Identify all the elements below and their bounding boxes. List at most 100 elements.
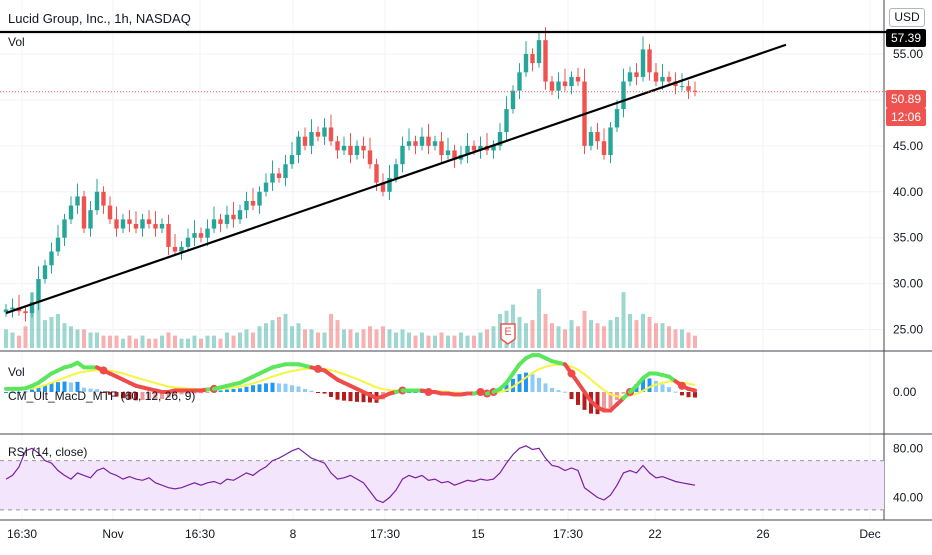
volume-bar bbox=[563, 329, 567, 348]
y-tick-label: 40.00 bbox=[893, 185, 923, 199]
volume-bar bbox=[270, 320, 275, 348]
macd-vol-label: Vol bbox=[8, 365, 25, 379]
macd-histogram-bar bbox=[342, 392, 346, 401]
macd-histogram-bar bbox=[257, 384, 262, 392]
earnings-marker[interactable]: E bbox=[500, 323, 516, 345]
macd-histogram-bar bbox=[23, 391, 28, 393]
macd-histogram-bar bbox=[166, 392, 171, 398]
candle-body bbox=[640, 49, 646, 77]
macd-histogram-bar bbox=[30, 389, 34, 392]
x-tick-label: 17:30 bbox=[370, 527, 400, 541]
candle-body bbox=[354, 145, 360, 156]
candle-body bbox=[666, 76, 672, 82]
volume-bar bbox=[140, 335, 145, 348]
macd-histogram-bar bbox=[244, 386, 249, 392]
macd-histogram-bar bbox=[608, 392, 613, 408]
rsi-tick-label: 40.00 bbox=[893, 491, 923, 505]
volume-bar bbox=[673, 329, 678, 348]
volume-bar bbox=[290, 326, 294, 348]
volume-bar bbox=[667, 326, 671, 348]
volume-bar bbox=[30, 292, 34, 348]
macd-histogram-bar bbox=[238, 388, 242, 392]
macd-histogram-bar bbox=[569, 392, 574, 400]
volume-bar bbox=[387, 329, 392, 348]
candle-body bbox=[114, 219, 119, 229]
candle-body bbox=[257, 191, 262, 206]
macd-histogram-bar bbox=[660, 384, 665, 392]
y-tick-label: 45.00 bbox=[893, 139, 923, 153]
candle-body bbox=[419, 136, 425, 146]
volume-label: Vol bbox=[8, 35, 25, 49]
candle-body bbox=[556, 81, 561, 91]
candle-body bbox=[608, 127, 613, 156]
candle-body bbox=[380, 182, 386, 192]
volume-bar bbox=[407, 332, 411, 348]
candle-body bbox=[250, 200, 256, 206]
candle-body bbox=[660, 76, 665, 82]
volume-bar bbox=[530, 320, 535, 348]
candle-body bbox=[549, 81, 555, 91]
candle-body bbox=[263, 182, 269, 192]
candle-body bbox=[75, 196, 80, 206]
candle-body bbox=[686, 86, 691, 91]
volume-bar bbox=[680, 329, 684, 348]
volume-bar bbox=[361, 329, 366, 348]
candle-body bbox=[120, 219, 126, 229]
candle-body bbox=[49, 251, 54, 266]
volume-bar bbox=[4, 329, 8, 348]
volume-bar bbox=[524, 323, 528, 348]
candle-body bbox=[393, 164, 399, 178]
macd-histogram-bar bbox=[270, 382, 275, 392]
volume-bar bbox=[595, 323, 600, 348]
rsi-tick-label: 80.00 bbox=[893, 441, 923, 455]
volume-bar bbox=[166, 332, 171, 348]
candle-body bbox=[387, 178, 392, 192]
chart-title: Lucid Group, Inc., 1h, NASDAQ bbox=[8, 11, 191, 26]
macd-histogram-bar bbox=[296, 386, 301, 392]
macd-histogram-bar bbox=[290, 385, 294, 392]
support-trendline bbox=[5, 43, 787, 315]
macd-histogram-bar bbox=[264, 383, 268, 392]
candle-body bbox=[166, 223, 171, 247]
candle-body bbox=[367, 150, 373, 165]
volume-bar bbox=[348, 329, 353, 348]
pane-separators bbox=[0, 0, 932, 521]
volume-bar bbox=[433, 335, 437, 348]
candle-body bbox=[244, 200, 249, 211]
volume-bar bbox=[231, 335, 236, 348]
macd-histogram-bar bbox=[511, 378, 515, 392]
candle-body bbox=[302, 136, 308, 146]
macd-histogram-bar bbox=[75, 381, 80, 392]
macd-histogram-bar bbox=[309, 390, 314, 392]
macd-histogram-bar bbox=[537, 377, 541, 392]
macd-histogram-bar bbox=[49, 382, 54, 392]
macd-histogram-bar bbox=[88, 388, 93, 392]
macd-zero-tick: 0.00 bbox=[893, 385, 917, 399]
macd-histogram-bar bbox=[17, 392, 21, 393]
candle-body bbox=[374, 164, 379, 183]
candle-body bbox=[543, 40, 548, 82]
candle-body bbox=[478, 145, 483, 151]
volume-bar bbox=[576, 326, 580, 348]
candle-body bbox=[185, 237, 191, 247]
volume-bar bbox=[173, 335, 177, 348]
macd-histogram-bar bbox=[121, 392, 125, 399]
candle-body bbox=[692, 90, 698, 92]
volume-bar bbox=[517, 317, 522, 348]
currency-button[interactable]: USD bbox=[889, 8, 925, 27]
candle-body bbox=[361, 145, 366, 151]
candle-body bbox=[81, 196, 87, 229]
candle-body bbox=[42, 265, 48, 280]
macd-histogram-bar bbox=[322, 392, 327, 394]
candle-body bbox=[146, 219, 152, 224]
macd-histogram-bar bbox=[504, 384, 509, 392]
volume-bar bbox=[615, 317, 619, 348]
volume-bar bbox=[147, 338, 151, 348]
x-tick-label: 16:30 bbox=[185, 527, 215, 541]
candle-body bbox=[224, 214, 230, 224]
volume-bar bbox=[459, 332, 463, 348]
volume-bar bbox=[478, 332, 483, 348]
macd-histogram-bar bbox=[563, 391, 567, 393]
volume-bar bbox=[179, 338, 184, 348]
macd-histogram-bar bbox=[361, 392, 366, 403]
